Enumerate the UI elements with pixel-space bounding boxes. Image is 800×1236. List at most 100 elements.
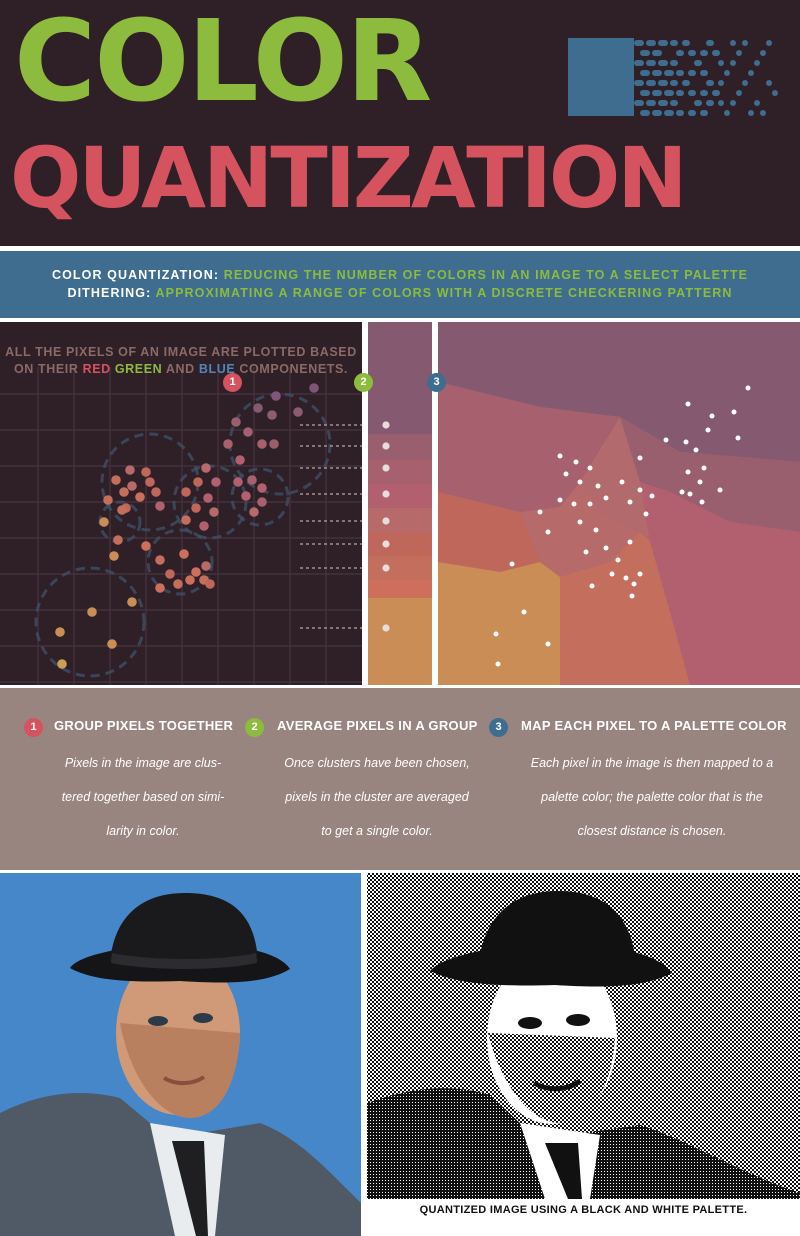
logo-pixel: [766, 80, 772, 86]
pixel-point: [231, 417, 241, 427]
scatter-panel: [0, 322, 362, 685]
step-2-badge: 2: [245, 718, 264, 737]
plot-badge-2: 2: [354, 373, 373, 392]
mapped-point: [637, 455, 643, 461]
mapped-point: [521, 609, 527, 615]
pixel-point: [55, 627, 65, 637]
plot-badge-3: 3: [427, 373, 446, 392]
mapped-point: [685, 401, 691, 407]
step-3-title: MAP EACH PIXEL TO A PALETTE COLOR: [521, 718, 787, 733]
logo-pixel: [664, 90, 674, 96]
palette-marker: [382, 442, 390, 450]
logo-pixel: [688, 110, 696, 116]
mapped-point: [571, 501, 577, 507]
pixel-point: [191, 567, 201, 577]
mapped-point: [637, 487, 643, 493]
palette-swatch: [368, 556, 432, 580]
logo-pixel: [658, 80, 668, 86]
pixel-point: [99, 517, 109, 527]
pixel-point: [205, 579, 215, 589]
pixel-point: [103, 495, 113, 505]
pixel-point: [165, 569, 175, 579]
pixel-point: [243, 427, 253, 437]
palette-swatch: [368, 322, 432, 434]
mapped-point: [683, 439, 689, 445]
step-2-description: Once clusters have been chosen, pixels i…: [267, 746, 487, 848]
logo-pixel: [748, 70, 754, 76]
logo-pixel: [724, 110, 730, 116]
logo-pixel: [718, 60, 724, 66]
mapped-point: [627, 499, 633, 505]
palette-swatch: [368, 580, 432, 598]
logo-pixel: [730, 40, 736, 46]
palette-swatch: [368, 434, 432, 460]
pixel-point: [117, 505, 127, 515]
mapped-point: [735, 435, 741, 441]
panel-divider: [432, 322, 438, 685]
mapped-point: [587, 501, 593, 507]
mapped-point: [649, 493, 655, 499]
pixel-point: [151, 487, 161, 497]
logo-pixel: [676, 70, 684, 76]
logo-pixel: [658, 40, 668, 46]
pixel-point: [155, 501, 165, 511]
mapped-point: [545, 529, 551, 535]
mapped-point: [697, 479, 703, 485]
mapped-point: [595, 483, 601, 489]
quantization-diagram: ALL THE PIXELS OF AN IMAGE ARE PLOTTED B…: [0, 322, 800, 685]
pixel-point: [249, 507, 259, 517]
logo-pixel: [730, 60, 736, 66]
palette-marker: [382, 540, 390, 548]
step-1-title: GROUP PIXELS TOGETHER: [54, 718, 234, 733]
pixel-point: [209, 507, 219, 517]
dithering-term: DITHERING:: [67, 286, 152, 300]
step-2-line: to get a single color.: [321, 824, 433, 838]
mapped-point: [583, 549, 589, 555]
pixel-point: [155, 583, 165, 593]
pixel-point: [309, 383, 319, 393]
pixel-point: [141, 541, 151, 551]
definition-quantization: COLOR QUANTIZATION: REDUCING THE NUMBER …: [0, 266, 800, 284]
mapped-point: [493, 631, 499, 637]
plot-badge-1: 1: [223, 373, 242, 392]
logo-pixel: [658, 100, 668, 106]
step-2-title: AVERAGE PIXELS IN A GROUP: [277, 718, 478, 733]
voronoi-region: [520, 482, 640, 577]
pixel-point: [111, 475, 121, 485]
step-3-line: Each pixel in the image is then mapped t…: [530, 756, 774, 770]
step-1-line: Pixels in the image are clus-: [64, 756, 222, 770]
step-3-badge: 3: [489, 718, 508, 737]
logo-pixel: [736, 90, 742, 96]
mapped-point: [699, 499, 705, 505]
pixel-point: [269, 439, 279, 449]
mapped-point: [577, 479, 583, 485]
cluster-plot: [0, 322, 800, 685]
pixel-point: [127, 597, 137, 607]
plot-caption-green: GREEN: [114, 362, 163, 376]
logo-pixel: [634, 40, 644, 46]
mapped-point: [717, 487, 723, 493]
pixel-point: [185, 575, 195, 585]
logo-pixel: [646, 100, 656, 106]
logo-pixel: [676, 50, 684, 56]
palette-swatch: [368, 460, 432, 484]
cluster-circle: [34, 566, 146, 678]
logo-pixel: [646, 80, 656, 86]
palette-marker: [382, 464, 390, 472]
logo-pixel: [652, 90, 662, 96]
mapped-point: [709, 413, 715, 419]
mapped-point: [629, 593, 635, 599]
logo-pixel: [640, 50, 650, 56]
logo-pixel: [712, 50, 720, 56]
voronoi-region: [640, 482, 800, 685]
mapped-point: [509, 561, 515, 567]
voronoi-region: [560, 532, 690, 685]
logo-pixel: [688, 90, 696, 96]
logo-pixel: [730, 100, 736, 106]
logo-pixel: [688, 70, 696, 76]
step-1-description: Pixels in the image are clus- tered toge…: [20, 746, 266, 848]
plot-caption-red: RED: [82, 362, 111, 376]
photo-svg: [0, 873, 800, 1236]
step-2-line: pixels in the cluster are averaged: [285, 790, 469, 804]
mapped-point: [603, 495, 609, 501]
